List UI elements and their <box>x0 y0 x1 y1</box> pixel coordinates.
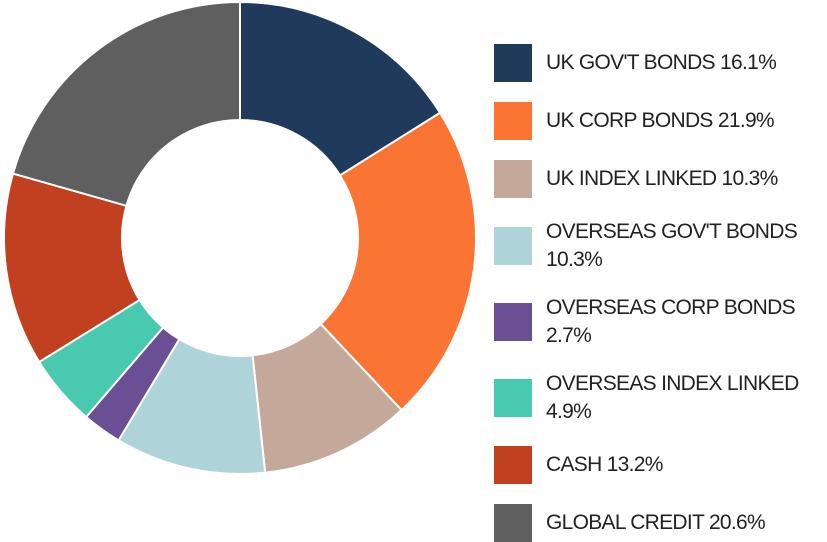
legend-label: UK CORP BONDS <box>546 109 713 132</box>
legend-value: 10.3% <box>546 248 603 271</box>
legend-swatch <box>494 102 532 140</box>
legend-value: 4.9% <box>546 400 592 423</box>
legend-text: CASH 13.2% <box>546 451 824 479</box>
legend-item: OVERSEAS GOV'T BONDS 10.3% <box>494 218 824 274</box>
donut-slice <box>3 172 141 364</box>
legend-label: UK GOV'T BONDS <box>546 51 716 74</box>
legend-swatch <box>494 303 532 341</box>
legend-value: 10.3% <box>721 167 779 190</box>
legend-text: GLOBAL CREDIT 20.6% <box>546 509 824 537</box>
legend-label: OVERSEAS GOV'T BONDS <box>546 220 798 243</box>
legend-text: OVERSEAS CORP BONDS 2.7% <box>546 294 824 350</box>
donut-chart <box>3 0 477 475</box>
donut-slice <box>319 111 477 412</box>
legend-value: 21.9% <box>717 109 775 132</box>
legend-swatch <box>494 446 532 484</box>
legend-label: UK INDEX LINKED <box>546 167 717 190</box>
legend-text: UK GOV'T BONDS 16.1% <box>546 49 824 77</box>
legend-text: UK CORP BONDS 21.9% <box>546 107 824 135</box>
legend-swatch <box>494 227 532 265</box>
legend-item: UK GOV'T BONDS 16.1% <box>494 44 824 82</box>
legend-value: 16.1% <box>720 51 777 74</box>
legend-label: OVERSEAS INDEX LINKED <box>546 372 799 395</box>
legend-item: OVERSEAS CORP BONDS 2.7% <box>494 294 824 350</box>
legend-label: CASH <box>546 453 602 476</box>
legend-item: UK INDEX LINKED 10.3% <box>494 160 824 198</box>
donut-slice <box>239 0 442 177</box>
legend-text: OVERSEAS INDEX LINKED 4.9% <box>546 370 824 426</box>
legend-label: GLOBAL CREDIT <box>546 511 704 534</box>
legend: UK GOV'T BONDS 16.1% UK CORP BONDS 21.9% U… <box>494 44 824 542</box>
legend-swatch <box>494 504 532 542</box>
legend-value: 13.2% <box>606 453 664 476</box>
legend-swatch <box>494 160 532 198</box>
legend-swatch <box>494 379 532 417</box>
legend-label: OVERSEAS CORP BONDS <box>546 296 796 319</box>
donut-slice <box>11 0 241 208</box>
legend-value: 20.6% <box>708 511 766 534</box>
legend-text: UK INDEX LINKED 10.3% <box>546 165 824 193</box>
legend-text: OVERSEAS GOV'T BONDS 10.3% <box>546 218 824 274</box>
legend-item: OVERSEAS INDEX LINKED 4.9% <box>494 370 824 426</box>
legend-item: CASH 13.2% <box>494 446 824 484</box>
legend-item: GLOBAL CREDIT 20.6% <box>494 504 824 542</box>
legend-value: 2.7% <box>546 324 592 347</box>
legend-item: UK CORP BONDS 21.9% <box>494 102 824 140</box>
legend-swatch <box>494 44 532 82</box>
